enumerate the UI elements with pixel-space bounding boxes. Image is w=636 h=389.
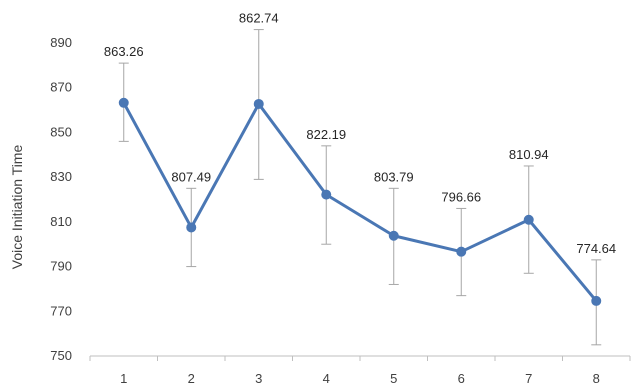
x-tick-label: 2 — [188, 371, 195, 386]
x-tick-label: 7 — [525, 371, 532, 386]
data-point — [523, 214, 534, 225]
data-labels: 863.26 807.49 862.74 822.19 803.79 796.66 810.… — [104, 11, 616, 256]
x-tick-label: 6 — [458, 371, 465, 386]
data-point — [321, 189, 332, 200]
y-tick-label: 890 — [50, 35, 72, 50]
y-axis-ticks: 750 770 790 810 830 850 870 890 — [50, 35, 72, 363]
data-point — [456, 246, 467, 257]
data-label: 862.74 — [239, 11, 279, 26]
data-label: 863.26 — [104, 44, 144, 59]
data-label: 810.94 — [509, 147, 549, 162]
y-tick-label: 750 — [50, 348, 72, 363]
data-point — [388, 230, 399, 241]
data-label: 822.19 — [306, 127, 346, 142]
data-point — [591, 295, 602, 306]
x-tick-label: 5 — [390, 371, 397, 386]
y-tick-label: 770 — [50, 303, 72, 318]
y-axis-title-group: Voice Initiation Time — [9, 145, 25, 270]
x-tick-label: 1 — [120, 371, 127, 386]
data-label: 803.79 — [374, 169, 414, 184]
y-tick-label: 790 — [50, 259, 72, 274]
data-label: 807.49 — [171, 169, 211, 184]
data-label: 774.64 — [576, 241, 616, 256]
data-label: 796.66 — [441, 189, 481, 204]
y-tick-label: 830 — [50, 169, 72, 184]
series-line — [122, 101, 598, 303]
data-point — [186, 222, 197, 233]
data-point — [253, 98, 264, 109]
x-tick-label: 3 — [255, 371, 262, 386]
y-tick-label: 870 — [50, 80, 72, 95]
x-tick-label: 4 — [323, 371, 330, 386]
data-points — [118, 97, 602, 306]
error-bars — [118, 29, 602, 346]
y-tick-label: 810 — [50, 214, 72, 229]
y-tick-label: 850 — [50, 124, 72, 139]
x-tick-label: 8 — [593, 371, 600, 386]
data-point — [118, 97, 129, 108]
y-axis-title: Voice Initiation Time — [9, 145, 25, 270]
x-axis-ticks: 1 2 3 4 5 6 7 8 — [89, 356, 631, 386]
